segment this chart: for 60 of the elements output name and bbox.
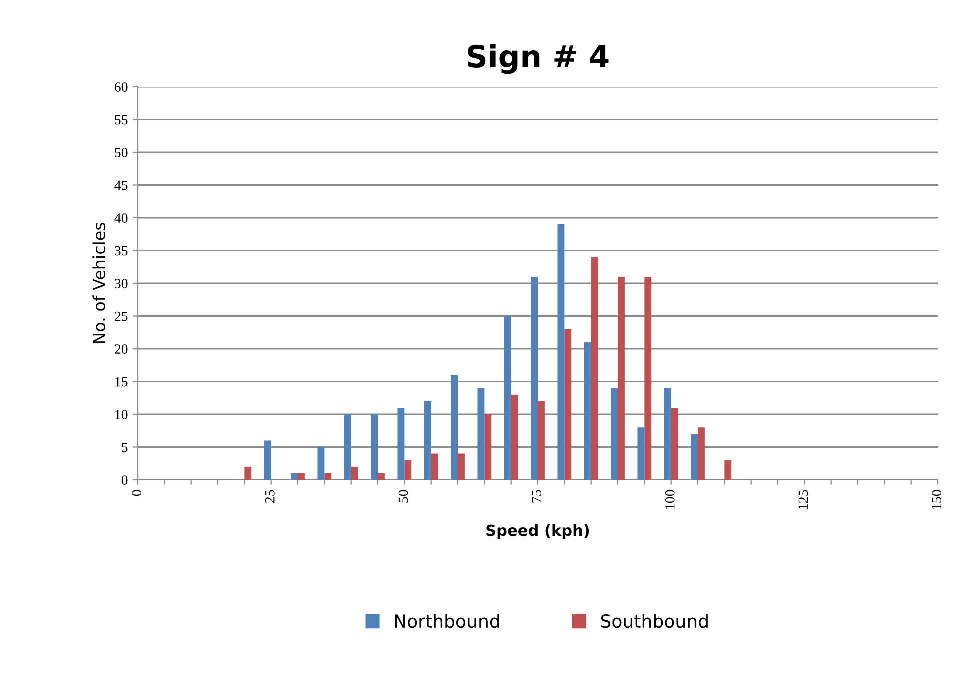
bar — [511, 394, 518, 480]
bar — [638, 428, 645, 480]
bar — [484, 414, 492, 480]
legend-label: Southbound — [601, 614, 708, 628]
bar — [378, 473, 385, 480]
bar — [504, 316, 512, 480]
y-tick-label: 0 — [122, 476, 128, 485]
bar — [724, 460, 732, 480]
bar — [698, 428, 705, 480]
bar — [478, 388, 485, 480]
bar — [458, 454, 465, 480]
y-tick-label: 25 — [115, 312, 128, 322]
bar — [371, 414, 378, 480]
x-tick-label: 0 — [132, 490, 142, 496]
x-tick-label: 50 — [398, 490, 408, 503]
y-tick-label: 35 — [115, 246, 128, 256]
bar — [291, 473, 298, 480]
y-tick-label: 30 — [115, 279, 128, 288]
bar — [591, 257, 598, 480]
x-tick-label: 150 — [932, 490, 942, 510]
bar — [671, 408, 678, 480]
bar — [644, 276, 652, 480]
bar — [564, 329, 572, 480]
bar — [431, 454, 438, 480]
y-axis-title: No. of Vehicles — [92, 223, 106, 344]
bar — [351, 466, 358, 480]
bar — [424, 401, 432, 480]
bar — [531, 276, 538, 480]
y-tick-label: 60 — [114, 82, 128, 92]
bar — [404, 460, 412, 480]
y-tick-label: 5 — [122, 442, 128, 452]
y-tick-label: 55 — [115, 115, 128, 125]
x-tick-label: 25 — [265, 490, 275, 503]
bar — [244, 466, 252, 480]
y-tick-label: 10 — [116, 410, 128, 420]
bar — [584, 342, 592, 480]
y-tick-label: 40 — [114, 214, 128, 223]
bar — [691, 434, 698, 480]
bar — [324, 473, 332, 480]
x-tick-label: 75 — [532, 490, 542, 503]
x-tick-label: 100 — [665, 490, 675, 510]
bar — [344, 414, 352, 480]
x-axis-title: Speed (kph) — [486, 524, 590, 540]
y-tick-label: 20 — [115, 344, 128, 354]
x-tick-label: 125 — [798, 490, 808, 510]
chart-title: Sign # 4 — [468, 44, 609, 74]
y-tick-label: 45 — [114, 180, 128, 190]
y-tick-label: 50 — [115, 148, 128, 158]
bar — [611, 388, 618, 480]
bar — [538, 401, 545, 480]
y-tick-label: 15 — [116, 377, 128, 387]
bar — [398, 408, 405, 480]
bar — [558, 224, 565, 480]
legend-label: Northbound — [395, 614, 500, 628]
bar — [264, 440, 272, 480]
bar — [618, 276, 625, 480]
bar — [451, 375, 458, 480]
bar — [318, 447, 325, 480]
bar — [664, 388, 672, 480]
bar — [298, 473, 305, 480]
